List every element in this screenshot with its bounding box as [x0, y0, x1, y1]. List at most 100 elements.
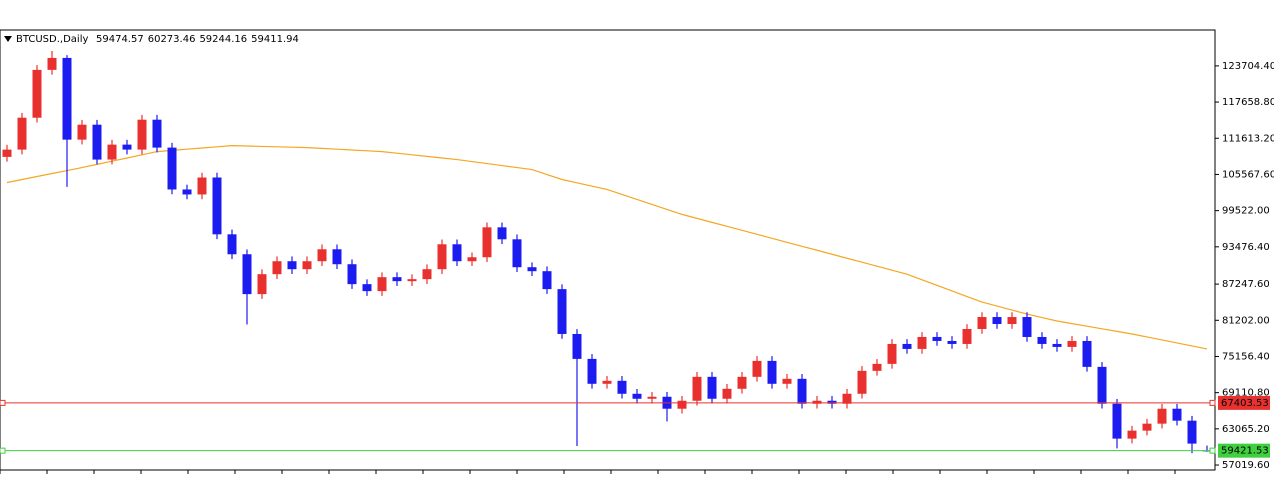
candle-body [977, 317, 987, 329]
candle-body [602, 380, 612, 384]
candle-body [422, 269, 432, 280]
y-tick-label: 111613.20 [1222, 133, 1274, 144]
candle-body [737, 376, 747, 389]
candle-body [1037, 336, 1047, 344]
level-label: 59421.53 [1221, 446, 1269, 457]
candle-body [692, 376, 702, 401]
candle-body [272, 261, 282, 275]
y-tick-label: 117658.80 [1222, 97, 1274, 108]
candle-body [1022, 317, 1032, 337]
candle-body [842, 393, 852, 404]
candle-body [932, 336, 942, 341]
candle-body [587, 358, 597, 384]
candle-body [47, 57, 57, 70]
candle-body [782, 378, 792, 384]
candle-body [707, 376, 717, 399]
candle-body [362, 284, 372, 292]
candle-body [452, 244, 462, 262]
menu-arrow[interactable] [4, 36, 12, 42]
candle-body [302, 261, 312, 270]
candle-body [962, 328, 972, 344]
moving-average [6, 145, 1208, 350]
candle-body [542, 271, 552, 290]
candle-body [617, 380, 627, 394]
candle-body [902, 343, 912, 349]
candle-body [557, 289, 567, 334]
header: BTCUSD.,Daily [16, 34, 88, 45]
candle-body [992, 317, 1002, 325]
y-tick-label: 81202.00 [1222, 315, 1270, 326]
candle-body [512, 239, 522, 268]
candle-body [827, 400, 837, 404]
candle-body [527, 267, 537, 272]
candle-body [947, 340, 957, 344]
candle-body [467, 257, 477, 262]
header-value: 59244.16 [199, 34, 247, 45]
candle-body [377, 277, 387, 292]
candle-body [287, 261, 297, 270]
candle-body [887, 343, 897, 364]
candle-body [257, 274, 267, 295]
candle-body [437, 244, 447, 270]
candle-body [572, 333, 582, 359]
chart-title: BTCUSD.,Daily [16, 34, 88, 45]
candle-body [347, 264, 357, 285]
y-tick-label: 93476.40 [1222, 242, 1270, 253]
candle-body [92, 124, 102, 160]
candle-body [1142, 423, 1152, 431]
candle-body [1067, 340, 1077, 347]
candle-body [872, 363, 882, 371]
candle-body [767, 360, 777, 384]
plot-frame [0, 29, 1216, 471]
candle-body [227, 234, 237, 255]
level-label: 67403.53 [1221, 398, 1269, 409]
level-handle [0, 447, 6, 454]
candle-body [632, 393, 642, 399]
candle-body [197, 177, 207, 195]
candle-body [1157, 408, 1167, 424]
candle-body [857, 370, 867, 394]
candle-body [242, 254, 252, 295]
candle-body [1097, 366, 1107, 404]
candle-body [32, 69, 42, 118]
candle-body [212, 177, 222, 235]
candle-body [152, 119, 162, 148]
candle-body [752, 360, 762, 377]
level-label-bg [1218, 395, 1270, 410]
candle-body [677, 400, 687, 409]
level-label-bg [1218, 443, 1270, 458]
candle-body [917, 336, 927, 349]
candle-body [797, 378, 807, 404]
candle-body [182, 189, 192, 195]
y-tick-label: 105567.60 [1222, 169, 1274, 180]
y-tick-label: 87247.60 [1222, 279, 1270, 290]
y-tick-label: 75156.40 [1222, 351, 1270, 362]
header-value: 59474.57 [96, 34, 144, 45]
candle-body [122, 144, 132, 150]
level-handle [1209, 447, 1216, 454]
level-handle [1209, 399, 1216, 406]
candle-body [1187, 420, 1197, 444]
level-handle [0, 399, 6, 406]
candle-body [332, 249, 342, 265]
candle-body [407, 279, 417, 282]
candle-body [812, 400, 822, 404]
candle-body [77, 124, 87, 140]
candle-body [107, 144, 117, 160]
y-tick-label: 99522.00 [1222, 206, 1270, 217]
header-value: 59411.94 [251, 34, 299, 45]
candle-body [1127, 430, 1137, 439]
y-tick-label: 123704.40 [1222, 61, 1274, 72]
candle-body [722, 388, 732, 399]
candle-body [392, 277, 402, 282]
candle-body [482, 227, 492, 258]
candle-body [1172, 408, 1182, 421]
candle-body [497, 227, 507, 240]
candle-body [647, 396, 657, 399]
candle-body [62, 57, 72, 140]
candle-body [1052, 343, 1062, 347]
candle-body [1007, 317, 1017, 325]
candle-body [17, 117, 27, 150]
candle-body [317, 249, 327, 262]
